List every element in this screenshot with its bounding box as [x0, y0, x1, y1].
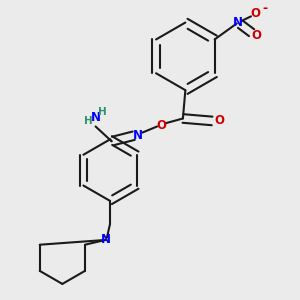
Text: O: O [252, 29, 262, 42]
Text: N: N [91, 111, 100, 124]
Text: -: - [262, 2, 267, 15]
Text: N: N [133, 129, 143, 142]
Text: N: N [233, 16, 243, 29]
Text: O: O [251, 7, 261, 20]
Text: O: O [215, 114, 225, 127]
Text: O: O [156, 119, 167, 132]
Text: H: H [84, 116, 93, 126]
Text: H: H [98, 107, 107, 117]
Text: N: N [100, 233, 110, 247]
